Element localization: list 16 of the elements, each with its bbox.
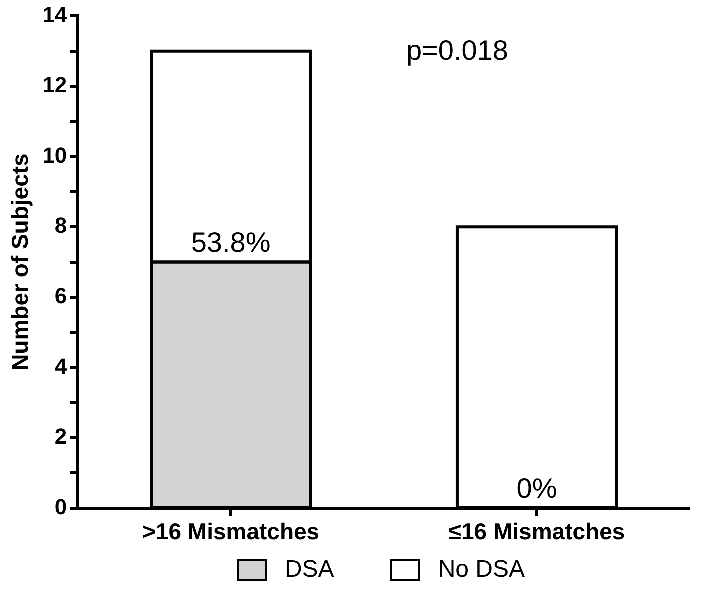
annotation: 53.8% — [191, 227, 271, 258]
legend-label: DSA — [284, 556, 334, 584]
y-tick-label: 14 — [42, 2, 68, 28]
y-tick-label: 4 — [54, 354, 68, 379]
annotation: 0% — [516, 473, 558, 504]
text: No DSA — [438, 556, 526, 584]
y-axis-title: Number of Subjects — [7, 154, 34, 371]
x-tick-label: ≤16 Mismatches — [448, 518, 626, 545]
y-tick-label: 2 — [54, 424, 68, 450]
y-tick-label: 8 — [54, 213, 68, 238]
annotation: p=0.018 — [406, 34, 508, 66]
y-tick-label: 0 — [54, 494, 68, 520]
x-tick-label: >16 Mismatches — [142, 518, 320, 545]
y-tick-label: 10 — [42, 142, 68, 168]
y-tick-label: 12 — [42, 72, 68, 98]
y-tick-label: 6 — [54, 284, 68, 309]
